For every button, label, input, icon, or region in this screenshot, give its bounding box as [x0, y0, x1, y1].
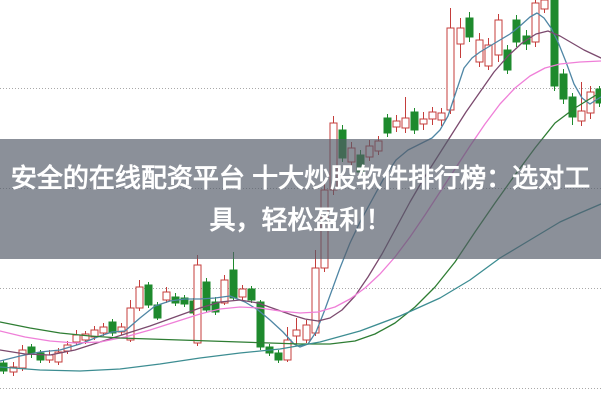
- headline-line-2: 具，轻松盈利！: [209, 205, 392, 235]
- headline-line-1: 安全的在线配资平台 十大炒股软件排行榜：选对工: [10, 163, 591, 193]
- headline-overlay-band: 安全的在线配资平台 十大炒股软件排行榜：选对工 具，轻松盈利！: [0, 139, 601, 259]
- ma-mid-pink: [0, 60, 601, 344]
